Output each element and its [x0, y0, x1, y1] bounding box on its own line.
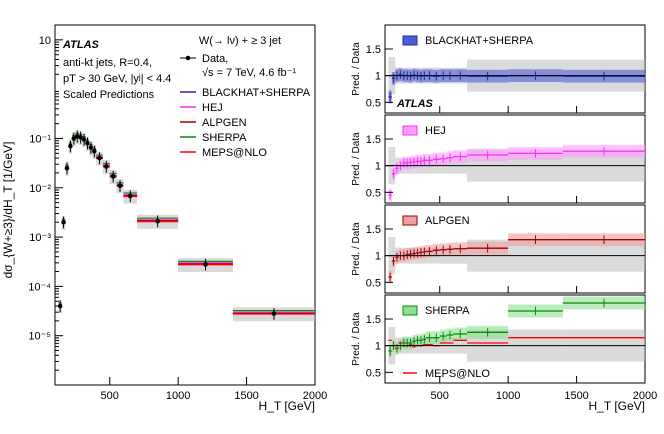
legend-data-marker	[185, 55, 191, 61]
left-x-tick-label: 500	[101, 390, 119, 402]
left-x-tick-label: 1500	[234, 390, 258, 402]
main-distribution-panel: 10 10⁻¹ 10⁻² 10⁻³ 10⁻⁴ 10⁻⁵ 500 1000 1500 2000 d…	[1, 24, 327, 413]
ratio-atlas-label: ATLAS	[396, 98, 434, 110]
left-x-ticks: 500 1000 1500 2000	[101, 377, 327, 402]
data-point	[57, 303, 63, 309]
left-plot-marks	[57, 129, 315, 322]
ratio-panel-HEJ: 0.5 1 1.5 Pred. / Data HEJ	[351, 114, 646, 204]
ratio-legend-swatch	[402, 125, 418, 136]
ratio-y-tick-label: 1	[375, 251, 381, 263]
ratio-legend-swatch	[402, 215, 418, 226]
data-point	[155, 218, 160, 224]
jet-definition: anti-kt jets, R=0.4,	[63, 57, 152, 69]
ratio-y-tick-label: 0.5	[366, 187, 381, 199]
data-point	[64, 165, 70, 171]
ratio-panel-ALPGEN: 0.5 1 1.5 Pred. / Data ALPGEN	[351, 204, 646, 294]
left-legend: Data, √s = 7 TeV, 4.6 fb⁻¹ BLACKHAT+SHERPA…	[180, 53, 311, 159]
data-point	[78, 135, 83, 140]
ratio-legend-label: HEJ	[425, 125, 446, 137]
legend-label-BLACKHAT+SHERPA: BLACKHAT+SHERPA	[202, 87, 311, 99]
ratio-legend-label-2: MEPS@NLO	[425, 368, 490, 380]
ratio-x-tick-label: 1000	[496, 390, 520, 402]
data-point	[271, 311, 277, 316]
left-y-tick-label: 10⁻³	[29, 232, 51, 244]
right-x-axis-label: H_T [GeV]	[589, 399, 645, 413]
legend-label-ALPGEN: ALPGEN	[202, 117, 247, 129]
ratio-legend-label: ALPGEN	[425, 215, 470, 227]
data-point	[117, 183, 123, 189]
ratio-y-tick-label: 0.5	[366, 367, 381, 379]
ratio-legend-label: BLACKHAT+SHERPA	[425, 35, 534, 47]
ratio-y-tick-label: 1	[375, 341, 381, 353]
ratio-y-tick-label: 1	[375, 71, 381, 83]
left-x-axis-label: H_T [GeV]	[259, 399, 315, 413]
ratio-x-tick-label: 1500	[564, 390, 588, 402]
data-point	[127, 193, 133, 199]
legend-label-data: Data,	[202, 53, 228, 65]
data-point	[97, 155, 102, 161]
jet-cuts: pT > 30 GeV, |yʲ| < 4.4	[63, 73, 171, 85]
data-point	[203, 262, 208, 267]
data-point	[61, 219, 66, 225]
scaled-predictions-note: Scaled Predictions	[63, 89, 155, 101]
legend-label-MEPS@NLO: MEPS@NLO	[202, 147, 267, 159]
ratio-legend-swatch	[402, 35, 418, 46]
left-plot-frame	[54, 24, 316, 386]
data-point	[81, 137, 87, 142]
ratio-legend-label: SHERPA	[425, 305, 470, 317]
left-y-ticks: 10 10⁻¹ 10⁻² 10⁻³ 10⁻⁴ 10⁻⁵	[28, 24, 63, 371]
left-y-tick-label: 10⁻²	[29, 183, 51, 195]
process-title: W(→ lν) + ≥ 3 jet	[199, 35, 281, 47]
left-x-tick-label: 2000	[303, 390, 327, 402]
ratio-panel-SHERPA: 0.5 1 1.5 Pred. / Data SHERPA MEPS@NLO	[351, 294, 646, 384]
ratio-y-axis-label: Pred. / Data	[351, 42, 362, 96]
data-point	[88, 145, 94, 150]
ratio-x-tick-label: 500	[431, 390, 449, 402]
left-y-tick-label: 10⁻⁵	[28, 331, 51, 343]
ratio-y-axis-label: Pred. / Data	[351, 312, 362, 366]
ratio-y-tick-label: 0.5	[366, 97, 381, 109]
ratio-y-tick-label: 1.5	[366, 44, 381, 56]
ratio-panel-BLACKHAT+SHERPA: 0.5 1 1.5 Pred. / Data BLACKHAT+SHERPA ATLAS	[351, 24, 646, 114]
legend-label-SHERPA: SHERPA	[202, 132, 247, 144]
left-x-tick-label: 1000	[166, 390, 190, 402]
data-point	[104, 164, 109, 169]
atlas-label: ATLAS	[62, 39, 100, 51]
ratio-y-axis-label: Pred. / Data	[351, 132, 362, 186]
ratio-y-axis-label: Pred. / Data	[351, 222, 362, 276]
ratio-y-tick-label: 0.5	[366, 277, 381, 289]
ratio-y-tick-label: 1.5	[366, 134, 381, 146]
data-point	[92, 148, 97, 154]
left-y-tick-label: 10	[39, 35, 51, 47]
ratio-y-tick-label: 1.5	[366, 224, 381, 236]
legend-label-HEJ: HEJ	[202, 102, 223, 114]
data-point	[68, 143, 73, 149]
ratio-legend-swatch	[402, 305, 418, 316]
ratio-x-tick-label: 2000	[633, 390, 657, 402]
data-point	[71, 136, 77, 141]
ratio-y-tick-label: 1.5	[366, 314, 381, 326]
left-y-tick-label: 10⁻⁴	[28, 281, 51, 293]
left-y-axis-label: dσ_{W+≥3}/dH_T [1/GeV]	[1, 142, 15, 279]
ratio-y-tick-label: 1	[375, 161, 381, 173]
data-point	[85, 140, 90, 146]
legend-lumi-text: √s = 7 TeV, 4.6 fb⁻¹	[202, 67, 296, 79]
data-point	[110, 174, 116, 179]
left-y-tick-label: 10⁻¹	[29, 133, 51, 145]
